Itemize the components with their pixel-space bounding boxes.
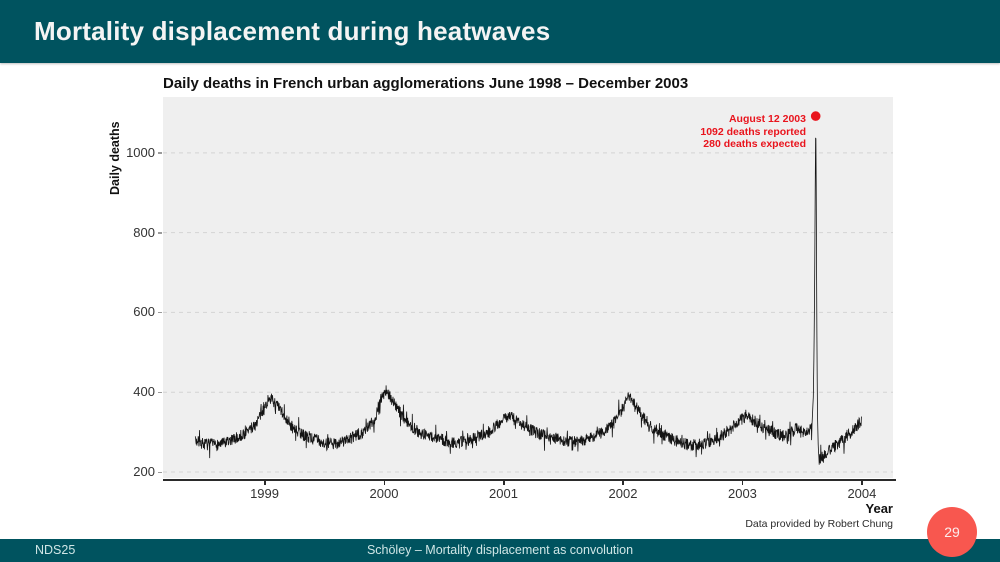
y-tick-mark	[158, 232, 162, 234]
mortality-line-chart	[163, 111, 893, 473]
y-tick-mark	[158, 152, 162, 154]
y-tick-label: 600	[133, 304, 155, 320]
y-tick-mark	[158, 311, 162, 314]
chart-title: Daily deaths in French urban agglomerati…	[163, 75, 689, 92]
footer-bar: NDS25 Schöley – Mortality displacement a…	[0, 539, 1000, 562]
page-number-badge: 29	[927, 507, 977, 557]
y-tick-label: 1000	[126, 144, 155, 160]
x-tick-label: 2004	[847, 486, 877, 501]
data-source-caption: Data provided by Robert Chung	[745, 518, 893, 530]
plot-area	[163, 97, 893, 478]
x-axis-line	[163, 479, 896, 481]
y-tick-label: 800	[133, 224, 155, 240]
x-tick-mark	[622, 481, 624, 485]
y-tick-label: 200	[133, 464, 155, 480]
y-tick-label: 400	[133, 384, 155, 400]
footer-conference-label: NDS25	[35, 543, 76, 557]
annotation-expected: 280 deaths expected	[703, 138, 806, 150]
slide-title: Mortality displacement during heatwaves	[34, 16, 551, 46]
x-tick-label: 2001	[489, 486, 518, 501]
x-tick-mark	[741, 481, 744, 485]
heatwave-peak-dot	[810, 111, 821, 121]
x-tick-mark	[383, 481, 386, 485]
y-tick-mark	[158, 471, 162, 474]
annotation-date: August 12 2003	[728, 113, 806, 125]
x-tick-label: 2000	[369, 486, 399, 501]
annotation-reported: 1092 deaths reported	[700, 125, 806, 138]
x-tick-label: 1999	[250, 486, 279, 501]
x-tick-mark	[861, 481, 863, 485]
x-axis-title: Year	[865, 501, 893, 516]
heatwave-annotation: August 12 2003 1092 deaths reported 280 …	[590, 113, 806, 151]
x-tick-mark	[503, 481, 505, 485]
x-tick-label: 2002	[608, 486, 638, 501]
x-tick-mark	[264, 481, 266, 485]
footer-title-label: Schöley – Mortality displacement as conv…	[366, 543, 634, 557]
x-tick-label: 2003	[727, 486, 757, 501]
daily-deaths-line	[194, 137, 862, 465]
y-tick-mark	[158, 391, 162, 394]
header-bar: Mortality displacement during heatwaves	[0, 0, 1000, 63]
